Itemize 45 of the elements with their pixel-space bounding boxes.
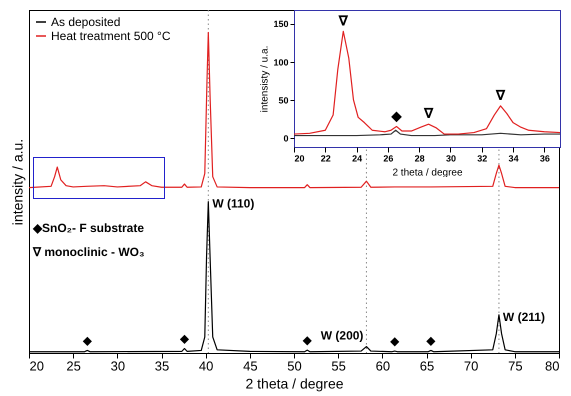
x-tick-label: 36 <box>540 154 550 164</box>
y-axis-title: intensity / a.u. <box>10 138 26 226</box>
legend-label: Heat treatment 500 °C <box>51 29 171 43</box>
x-tick-label: 24 <box>352 154 362 164</box>
annotation: W (110) <box>212 196 254 211</box>
annotation: ◆ <box>426 333 436 348</box>
x-axis-title: 2 theta / degree <box>245 376 344 392</box>
x-tick-label: 30 <box>446 154 456 164</box>
x-tick-label: 25 <box>66 358 81 374</box>
annotation: ∇ <box>338 13 348 30</box>
x-tick-label: 26 <box>383 154 394 164</box>
annotation: ◆ <box>302 333 313 348</box>
annotation: ◆ <box>180 332 190 346</box>
x-tick-label: 45 <box>243 358 258 374</box>
x-tick-label: 20 <box>30 358 44 374</box>
y-tick-label: 150 <box>273 19 288 30</box>
x-tick-label: 80 <box>545 358 560 374</box>
y-axis-title: intensisty / u.a. <box>259 46 270 112</box>
annotation: ◆ <box>391 108 402 124</box>
annotation: ∇ <box>496 88 506 104</box>
x-tick-label: 32 <box>477 154 488 164</box>
x-tick-label: 60 <box>376 358 390 374</box>
y-tick-label: 50 <box>278 95 288 106</box>
x-tick-label: 55 <box>331 358 346 374</box>
annotation: ◆SnO₂- F substrate <box>33 220 145 237</box>
x-tick-label: 65 <box>420 358 434 374</box>
annotation: ∇ <box>424 106 434 122</box>
legend-label: As deposited <box>51 15 120 29</box>
x-tick-label: 20 <box>294 154 305 164</box>
x-tick-label: 70 <box>464 358 478 374</box>
x-tick-label: 34 <box>508 154 519 164</box>
annotation: ◆ <box>390 334 400 348</box>
line-series <box>293 30 561 135</box>
x-tick-label: 75 <box>508 358 523 374</box>
x-tick-label: 30 <box>110 358 126 374</box>
x-tick-label: 40 <box>198 358 214 374</box>
y-tick-label: 0 <box>283 133 288 144</box>
annotation: ◆ <box>82 333 93 348</box>
y-tick-label: 100 <box>273 57 288 68</box>
x-tick-label: 35 <box>154 358 170 374</box>
x-tick-label: 22 <box>320 154 331 164</box>
annotation: W (200) <box>320 328 364 343</box>
annotation: W (211) <box>502 310 545 324</box>
annotation: ∇ monoclinic - WO₃ <box>33 244 145 261</box>
x-tick-label: 28 <box>414 154 425 164</box>
